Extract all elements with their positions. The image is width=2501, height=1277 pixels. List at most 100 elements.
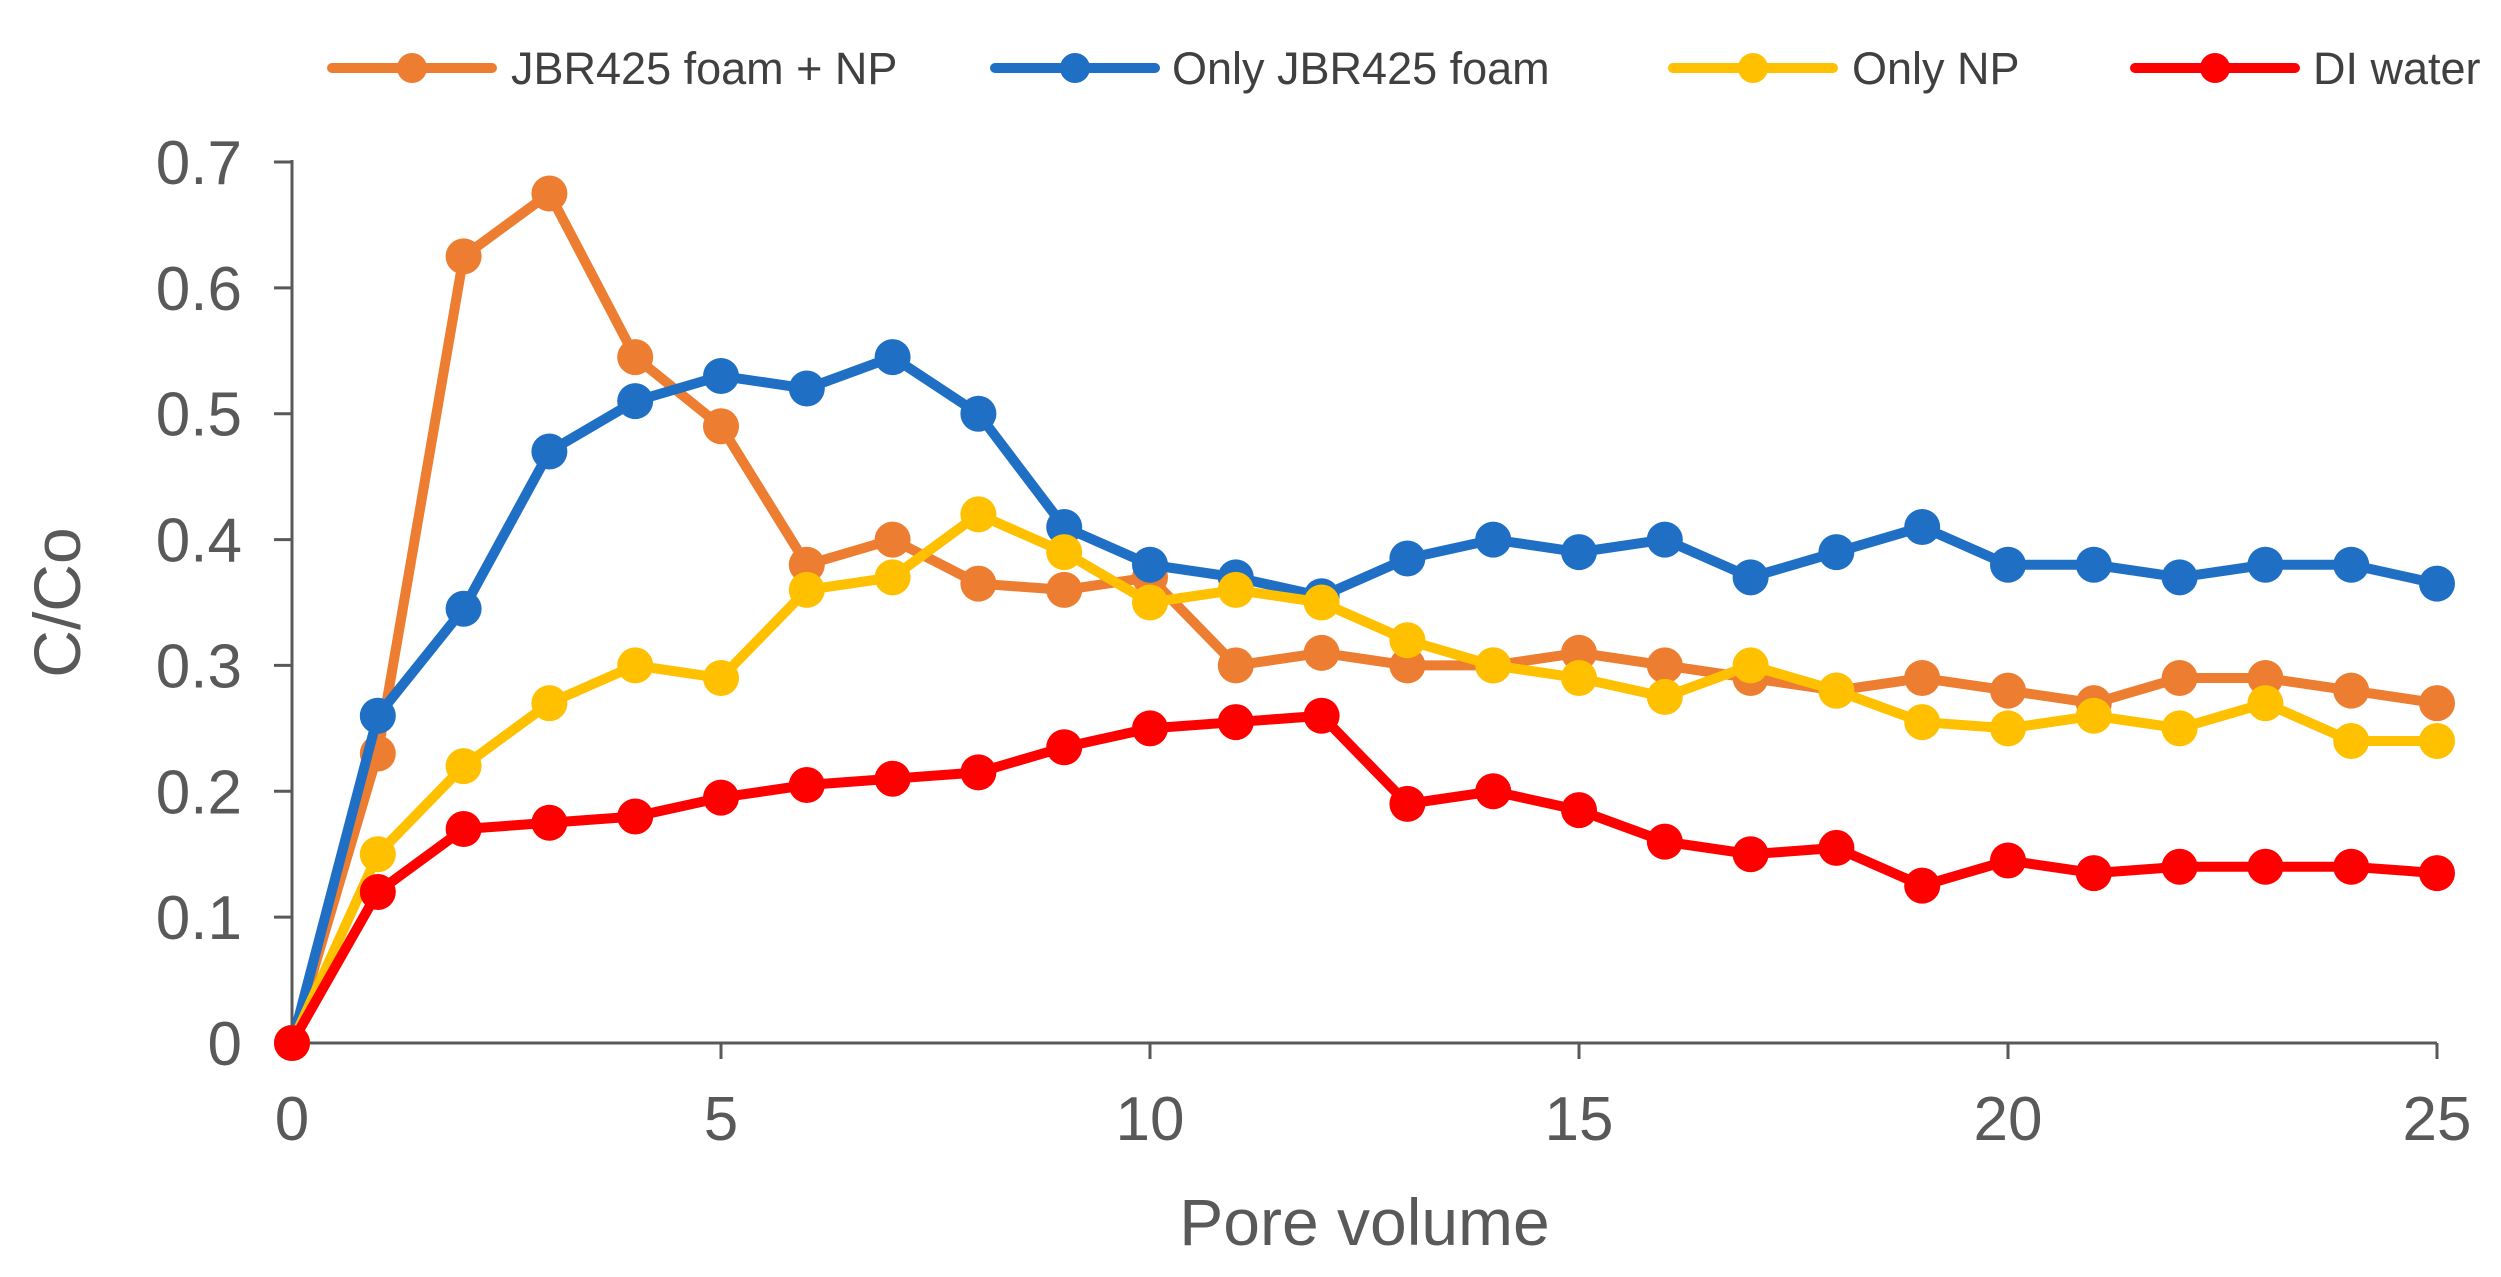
data-point [1046, 508, 1083, 545]
data-point [2419, 685, 2455, 722]
data-point [1475, 521, 1512, 558]
data-point [1389, 540, 1426, 577]
legend-swatch-marker [1060, 53, 1090, 83]
data-point [1818, 672, 1855, 709]
data-point [960, 395, 997, 432]
data-point [874, 760, 911, 797]
legend-item: Only JBR425 foam [990, 43, 1550, 94]
data-point [1990, 842, 2026, 879]
data-point [1475, 647, 1512, 684]
data-point [2075, 546, 2112, 583]
y-tick-label: 0.6 [156, 255, 242, 324]
data-point [1046, 571, 1083, 608]
series-3 [274, 496, 2455, 1061]
legend: JBR425 foam + NP Only JBR425 foam Only NP D… [327, 43, 2481, 94]
legend-swatch-marker [2200, 53, 2230, 83]
x-tick-label: 0 [275, 1085, 309, 1154]
data-point [2247, 660, 2284, 697]
data-point [2419, 855, 2455, 892]
x-tick-label: 5 [704, 1085, 738, 1154]
data-point [359, 697, 396, 734]
data-point [874, 521, 911, 558]
y-tick-label: 0.3 [156, 632, 242, 701]
data-point [960, 565, 997, 602]
data-point [1132, 546, 1168, 583]
x-tick-label: 10 [1116, 1085, 1185, 1154]
data-point [359, 873, 396, 910]
series-line [287, 509, 2442, 1048]
data-point [531, 433, 568, 470]
legend-item: JBR425 foam + NP [327, 43, 897, 94]
plot-area [274, 175, 2455, 1061]
data-point [1132, 710, 1168, 747]
data-point [1561, 634, 1597, 671]
data-point [2161, 660, 2198, 697]
y-tick-label: 0.7 [156, 129, 242, 198]
data-point [2333, 672, 2370, 709]
legend-label: Only NP [1852, 43, 2020, 94]
series-2 [274, 339, 2455, 1061]
legend-swatch-marker [397, 53, 427, 83]
y-axis-title: C/Co [20, 527, 94, 677]
data-point [874, 559, 911, 596]
y-tick-label: 0 [208, 1010, 242, 1079]
data-point [1990, 672, 2026, 709]
data-point [1475, 773, 1512, 810]
data-point [445, 811, 482, 848]
data-point [445, 238, 482, 275]
data-point [1646, 521, 1683, 558]
data-point [1389, 785, 1426, 822]
data-point [2333, 722, 2370, 759]
data-point [788, 370, 825, 407]
x-tick-label: 20 [1974, 1085, 2043, 1154]
data-point [1217, 704, 1254, 741]
y-tick-label: 0.4 [156, 507, 242, 576]
legend-swatch-marker [1738, 53, 1768, 83]
data-point [1904, 660, 1941, 697]
data-point [1732, 836, 1769, 873]
legend-item: DI water [2130, 43, 2481, 94]
data-point [960, 496, 997, 533]
data-point [2075, 855, 2112, 892]
data-point [274, 1025, 310, 1061]
data-point [2247, 685, 2284, 722]
data-point [2075, 697, 2112, 734]
data-point [1303, 697, 1340, 734]
data-point [1217, 647, 1254, 684]
data-point [359, 836, 396, 873]
y-tick-label: 0.2 [156, 758, 242, 827]
data-point [1904, 704, 1941, 741]
data-point [2247, 848, 2284, 885]
data-point [531, 804, 568, 841]
data-point [1389, 622, 1426, 659]
data-point [617, 798, 654, 835]
data-point [2333, 848, 2370, 885]
data-point [2419, 565, 2455, 602]
data-point [788, 546, 825, 583]
data-point [2161, 848, 2198, 885]
data-point [703, 357, 739, 394]
data-point [1561, 660, 1597, 697]
data-point [445, 590, 482, 627]
series-line [287, 710, 2442, 1048]
x-tick-label: 15 [1545, 1085, 1614, 1154]
data-point [531, 175, 568, 212]
data-point [1990, 546, 2026, 583]
data-point [1732, 647, 1769, 684]
data-point [1303, 584, 1340, 621]
data-point [1904, 867, 1941, 904]
data-point [2161, 710, 2198, 747]
data-point [788, 766, 825, 803]
x-axis-title: Pore volume [1179, 1185, 1550, 1259]
data-point [1561, 792, 1597, 829]
data-point [2161, 559, 2198, 596]
data-point [960, 754, 997, 791]
data-point [617, 383, 654, 420]
axes: 0 0.1 0.2 0.3 0.4 0.5 0.6 0.7 0 5 10 15 20 25 [156, 129, 2472, 1154]
data-point [1303, 634, 1340, 671]
data-point [1818, 829, 1855, 866]
data-point [531, 685, 568, 722]
series-4 [274, 697, 2455, 1061]
data-point [1646, 823, 1683, 860]
